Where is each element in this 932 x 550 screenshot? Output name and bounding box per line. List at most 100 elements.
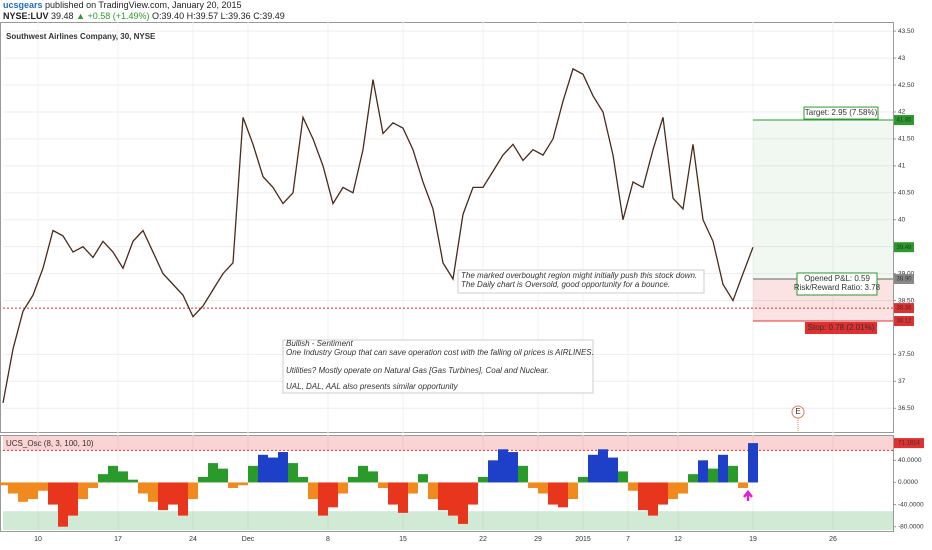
osc-bar (378, 482, 388, 488)
overbought-zone (3, 436, 893, 451)
stop-level-price-box (894, 303, 914, 314)
osc-bar (138, 482, 148, 494)
osc-bar (108, 465, 118, 483)
note-text: Bullish - Sentiment (286, 339, 353, 348)
osc-bar (68, 482, 78, 516)
x-tick-label: 26 (829, 536, 837, 543)
entry-price-box (894, 273, 914, 284)
note-text: The Daily chart is Oversold, good opport… (461, 280, 670, 289)
y-tick-label: 42 (898, 109, 906, 116)
publish-line: ucsgears published on TradingView.com, J… (3, 0, 285, 11)
osc-bar (8, 482, 18, 494)
x-tick-label: 8 (326, 536, 330, 543)
osc-bar (18, 482, 28, 502)
x-tick-label: 17 (114, 536, 122, 543)
x-tick-label: Dec (242, 536, 255, 543)
target-price-box (894, 115, 914, 126)
osc-bar (688, 474, 698, 483)
osc-bar (368, 471, 378, 483)
arrow (743, 489, 753, 501)
y-tick-label: 40 (898, 216, 906, 223)
osc-bar (78, 482, 88, 500)
earnings-label: E (795, 407, 800, 416)
y-tick-label: 36.50 (898, 405, 915, 412)
osc-bar (168, 482, 178, 505)
x-tick-label: 2015 (575, 536, 591, 543)
osc-bar (288, 463, 298, 483)
osc-bar (738, 482, 748, 488)
author[interactable]: ucsgears (3, 0, 43, 10)
osc-bar (658, 482, 668, 505)
stop-label-box (805, 322, 877, 335)
stop-label: Stop: 0.78 (2.01%) (808, 323, 875, 332)
note-text: The marked overbought region might initi… (461, 271, 697, 280)
osc-bar (608, 457, 618, 483)
symbol: NYSE:LUV (3, 11, 49, 21)
stop-price: 38.12 (896, 319, 912, 325)
osc-bar (568, 482, 578, 500)
x-tick-label: 15 (399, 536, 407, 543)
osc-bar (128, 479, 138, 483)
osc-bar (698, 460, 708, 483)
osc-bar (248, 465, 258, 483)
target-label: Target: 2.95 (7.58%) (805, 108, 878, 117)
osc-bar (238, 482, 248, 486)
osc-bar (528, 482, 538, 488)
change: ▲ +0.58 (+1.49%) (76, 11, 150, 21)
last-price: 39.49 (896, 245, 912, 251)
osc-bar (628, 482, 638, 491)
osc-bar (218, 468, 228, 483)
published: published on TradingView.com, January 20… (45, 0, 242, 10)
osc-bar (418, 474, 428, 483)
osc-bar (718, 454, 728, 483)
osc-bar (58, 482, 68, 527)
last-price-box (894, 242, 914, 253)
osc-bar (48, 482, 58, 505)
osc-bar (298, 476, 308, 483)
entry-price: 38.90 (896, 277, 912, 283)
osc-bar (98, 474, 108, 483)
y-tick-label: 40.50 (898, 190, 915, 197)
osc-bar (488, 460, 498, 483)
y-tick-label: 0.0000 (898, 479, 918, 486)
y-tick-label: 39.00 (898, 270, 915, 277)
x-tick-label: 22 (479, 536, 487, 543)
osc-bar (748, 443, 758, 483)
y-tick-label: -40.0000 (898, 501, 924, 508)
osc-bar (578, 476, 588, 483)
price-line (2, 67, 754, 404)
osc-bar (598, 449, 608, 483)
osc-bar (638, 482, 648, 511)
osc-bar (678, 482, 688, 494)
note-text: UAL, DAL, AAL also presents similar oppo… (286, 382, 459, 391)
pnl-box (796, 272, 878, 296)
osc-bar (188, 482, 198, 500)
y-tick-label: 38.50 (898, 297, 915, 304)
high: H:39.57 (186, 11, 219, 21)
osc-bar (438, 482, 448, 511)
osc-bar (468, 482, 478, 505)
stop-price-box (894, 316, 914, 327)
osc-bar (258, 454, 268, 483)
x-tick-label: 19 (749, 536, 757, 543)
price-panel (0, 22, 894, 433)
osc-bar (508, 452, 518, 483)
note-text: Utilities? Mostly operate on Natural Gas… (286, 366, 549, 375)
x-tick-label: 24 (189, 536, 197, 543)
y-tick-label: 42.50 (898, 82, 915, 89)
note-text: One Industry Group that can save operati… (286, 348, 594, 357)
osc-bar (278, 452, 288, 483)
osc-bar (118, 471, 128, 483)
y-tick-label: 41.50 (898, 136, 915, 143)
osc-bar (668, 482, 678, 500)
osc-bar (338, 482, 348, 494)
osc-last-box (894, 438, 924, 449)
osc-bar (208, 463, 218, 483)
low: L:39.36 (220, 11, 251, 21)
osc-bar (0, 482, 8, 486)
osc-bar (268, 457, 278, 483)
target-price: 41.85 (896, 118, 912, 124)
note-box (282, 339, 594, 394)
osc-bar (228, 482, 238, 488)
